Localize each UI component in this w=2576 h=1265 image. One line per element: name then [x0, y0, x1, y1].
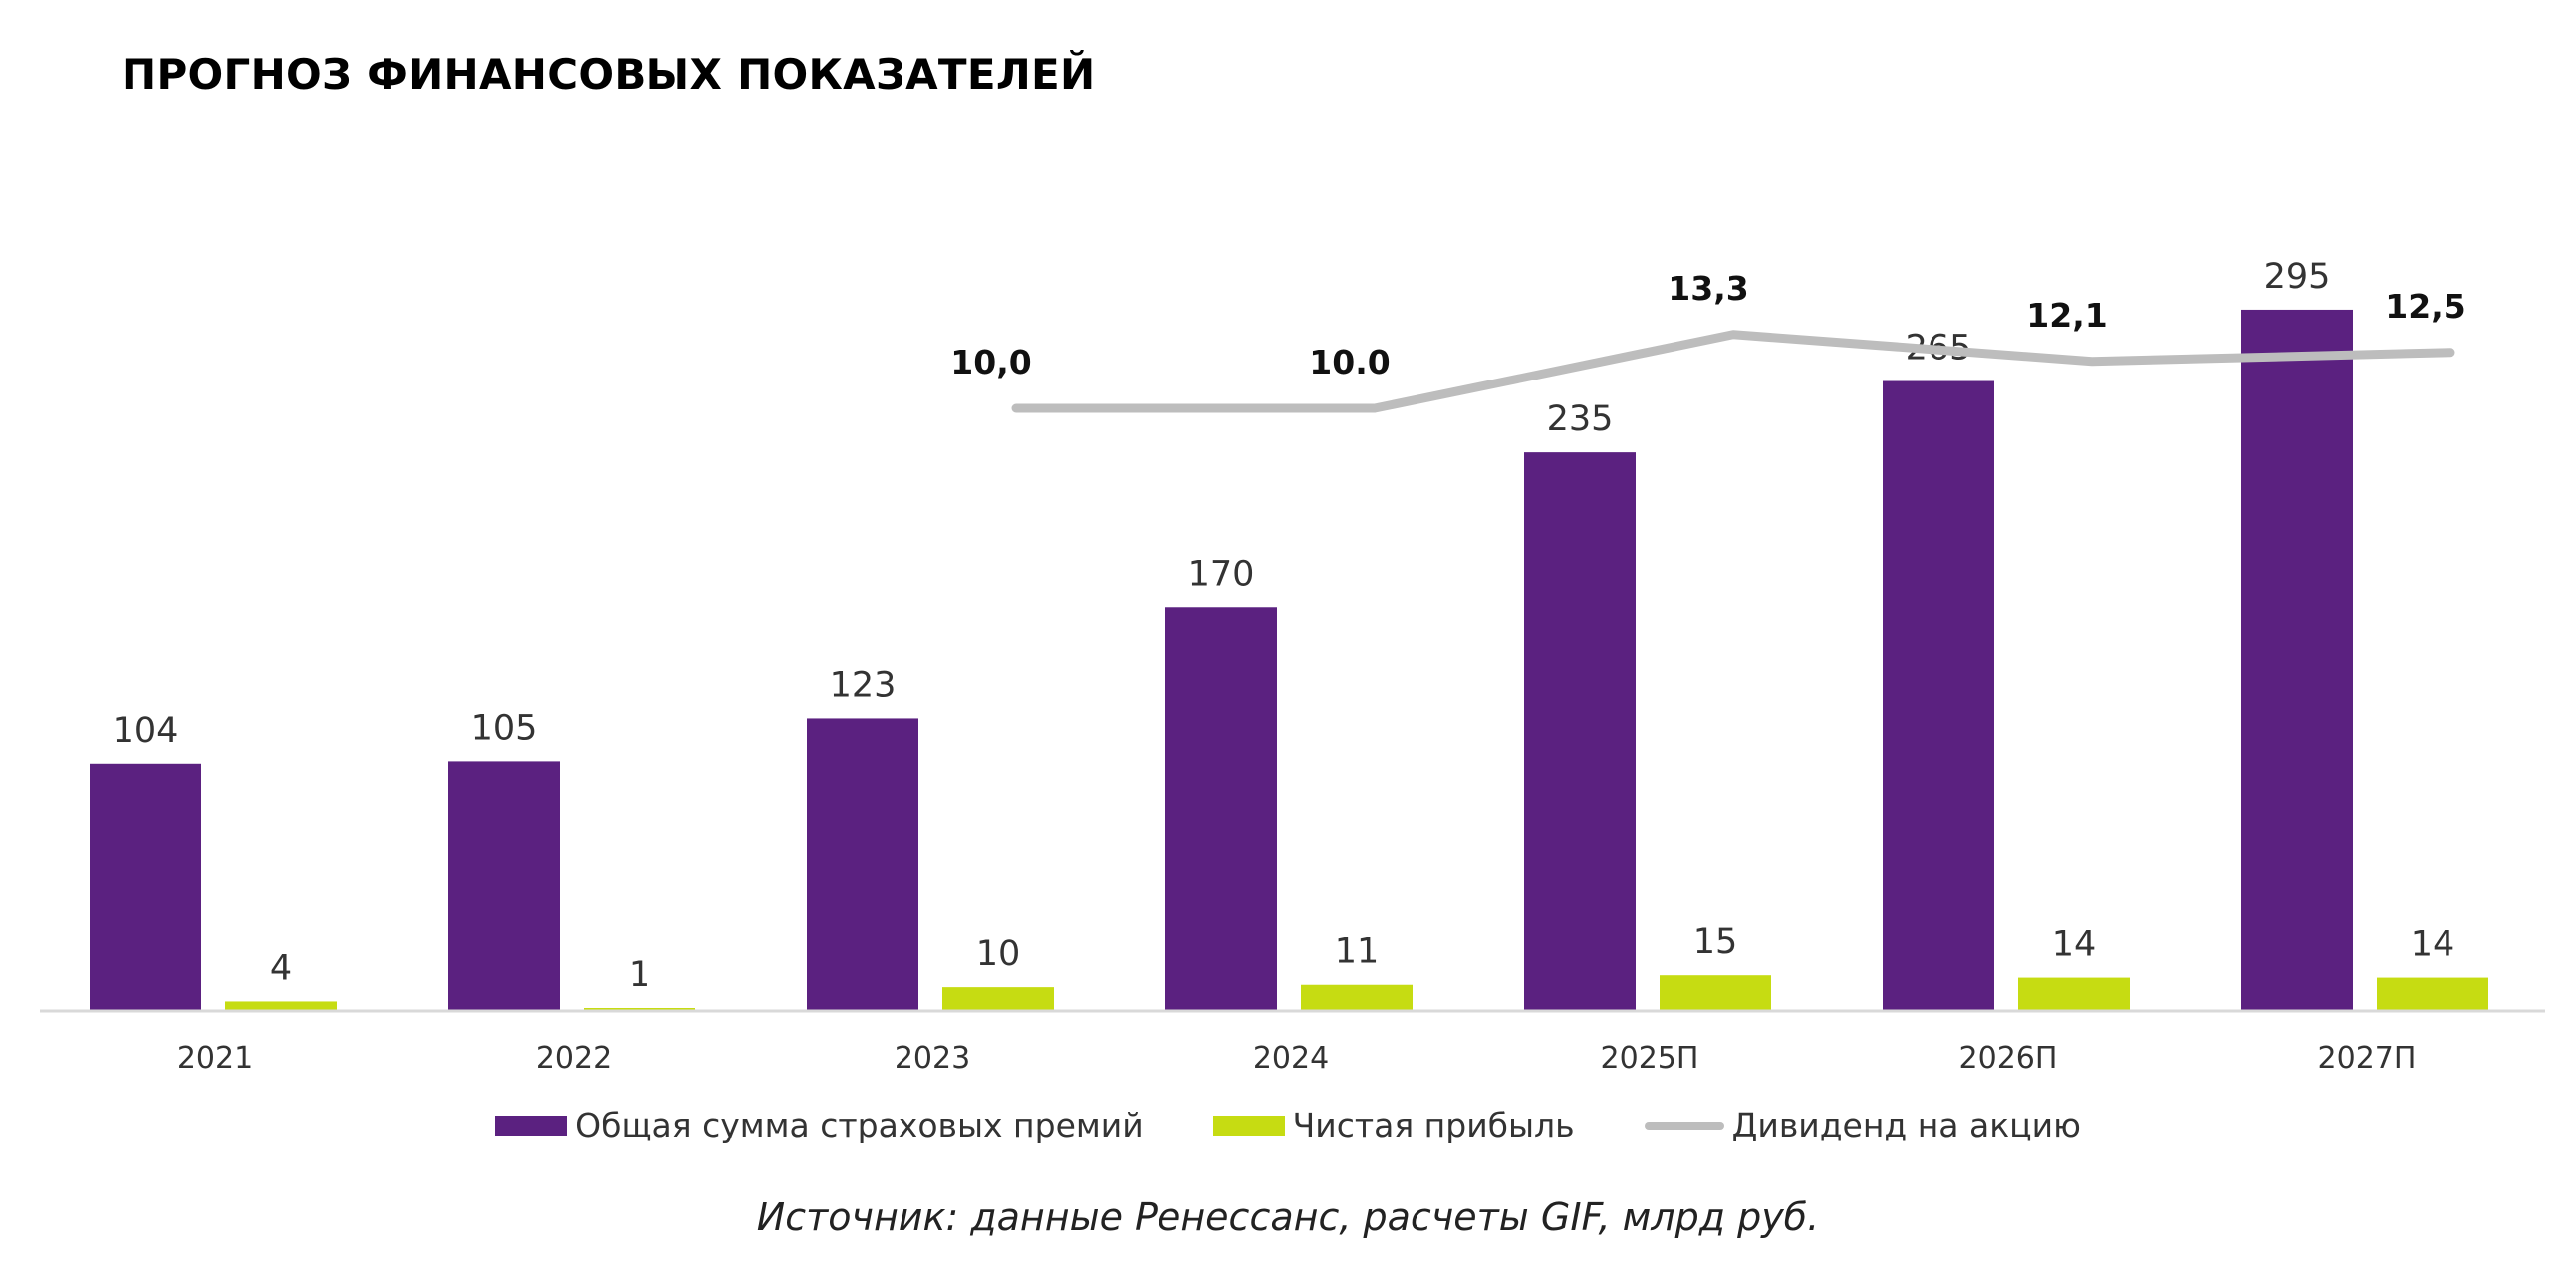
profit-bar-2027П — [2377, 977, 2488, 1011]
profit-value-label: 4 — [270, 948, 292, 988]
premiums-value-label: 105 — [471, 708, 538, 748]
premiums-value-label: 104 — [113, 711, 179, 751]
profit-value-label: 1 — [629, 955, 650, 995]
dividend-line-layer — [1011, 330, 2455, 413]
premiums-bar-2025П — [1524, 452, 1636, 1012]
legend-swatch-dividend — [1644, 1121, 1724, 1130]
profit-bar-2021 — [225, 1001, 337, 1011]
profit-bars — [225, 975, 2488, 1011]
dividend-value-label: 12,5 — [2385, 287, 2465, 326]
premiums-bar-2021 — [90, 763, 201, 1011]
profit-bar-2023 — [942, 987, 1054, 1011]
x-axis-tick-labels: 2021 2022 2023 2024 2025П 2026П 2027П — [177, 1041, 2417, 1076]
dividend-value-label: 12,1 — [2026, 296, 2107, 335]
profit-bar-2025П — [1660, 975, 1771, 1011]
chart: 2021 2022 2023 2024 2025П 2026П 2027П 104 4 105 1… — [40, 257, 2545, 1076]
legend-swatch-profit — [1212, 1115, 1285, 1136]
chart-title: ПРОГНОЗ ФИНАНСОВЫХ ПОКАЗАТЕЛЕЙ — [122, 50, 1096, 99]
x-tick-label: 2022 — [536, 1041, 612, 1076]
x-tick-label: 2027П — [2318, 1041, 2417, 1076]
premiums-value-label: 235 — [1547, 399, 1614, 439]
dividend-value-label: 10.0 — [1309, 343, 1390, 381]
legend-label-profit: Чистая прибыль — [1292, 1106, 1575, 1144]
profit-value-label: 14 — [2052, 925, 2097, 965]
profit-value-label: 14 — [2411, 925, 2455, 965]
premiums-bar-2023 — [807, 718, 918, 1011]
legend-item-profit: Чистая прибыль — [1212, 1106, 1575, 1144]
x-tick-label: 2025П — [1601, 1041, 1699, 1076]
profit-bar-2024 — [1301, 984, 1413, 1011]
x-tick-label: 2024 — [1253, 1041, 1329, 1076]
x-tick-label: 2023 — [895, 1041, 970, 1076]
premiums-value-label: 123 — [830, 665, 897, 705]
source-note: Источник: данные Ренессанс, расчеты GIF,… — [756, 1195, 1820, 1239]
profit-value-label: 10 — [976, 934, 1021, 974]
premiums-value-label: 295 — [2264, 257, 2331, 297]
premiums-bar-2022 — [448, 761, 560, 1011]
legend-item-premiums: Общая сумма страховых премий — [495, 1106, 1144, 1144]
x-tick-label: 2026П — [1959, 1041, 2058, 1076]
premiums-bar-2024 — [1165, 607, 1277, 1011]
legend-label-dividend: Дивиденд на акцию — [1731, 1106, 2081, 1144]
legend-item-dividend: Дивиденд на акцию — [1644, 1106, 2081, 1144]
dividend-line — [1011, 330, 2455, 413]
profit-value-label: 11 — [1335, 932, 1380, 972]
dividend-value-labels: 10,0 10.0 13,3 12,1 12,5 — [950, 269, 2465, 381]
legend-label-premiums: Общая сумма страховых премий — [575, 1106, 1144, 1144]
dividend-value-label: 10,0 — [950, 343, 1031, 381]
legend-swatch-premiums — [495, 1115, 568, 1136]
premiums-bar-2026П — [1883, 380, 1994, 1011]
premiums-value-label: 170 — [1188, 554, 1255, 594]
x-tick-label: 2021 — [177, 1041, 253, 1076]
profit-bar-2026П — [2018, 977, 2130, 1011]
premiums-bars — [90, 309, 2353, 1012]
profit-value-label: 15 — [1693, 922, 1738, 962]
dividend-value-label: 13,3 — [1668, 269, 1748, 308]
premiums-bar-2027П — [2241, 309, 2353, 1011]
legend: Общая сумма страховых премий Чистая приб… — [0, 1106, 2576, 1144]
